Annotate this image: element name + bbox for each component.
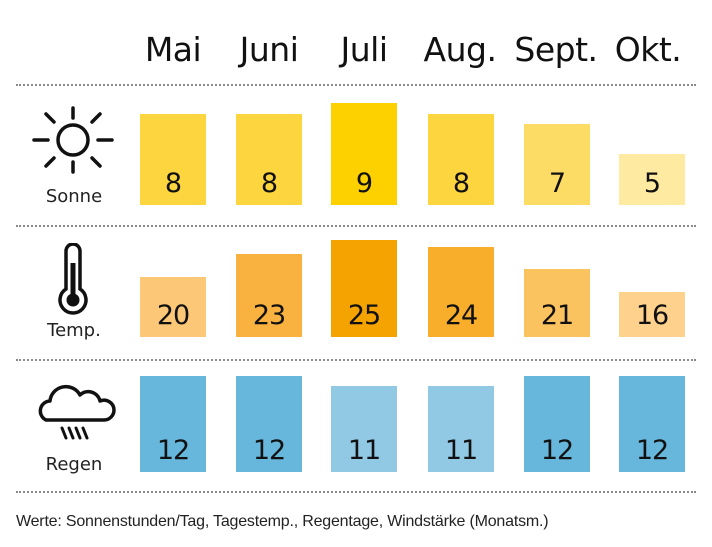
bar-value: 7	[548, 168, 566, 199]
bar-value: 20	[156, 300, 190, 331]
row-label-sonne: Sonne	[45, 186, 103, 207]
bar-value: 21	[540, 300, 574, 331]
bar-sonne-okt: 5	[619, 154, 685, 205]
bar-regen-mai: 12	[140, 376, 206, 472]
bar-regen-juli: 11	[331, 386, 397, 472]
bar-temp-juni: 23	[236, 254, 302, 337]
bar-value: 12	[540, 435, 574, 466]
bar-value: 8	[260, 168, 278, 199]
bar-value: 8	[164, 168, 182, 199]
bar-temp-mai: 20	[140, 277, 206, 337]
bar-value: 9	[355, 168, 373, 199]
bar-regen-sept: 12	[524, 376, 590, 472]
bar-sonne-sept: 7	[524, 124, 590, 205]
bar-value: 12	[635, 435, 669, 466]
row-label-regen: Regen	[45, 454, 103, 475]
bar-value: 11	[347, 435, 381, 466]
bar-value: 16	[635, 300, 669, 331]
bar-value: 25	[347, 300, 381, 331]
divider	[16, 84, 696, 86]
month-label-okt: Okt.	[614, 30, 682, 69]
bar-value: 12	[156, 435, 190, 466]
bar-value: 8	[452, 168, 470, 199]
divider	[16, 359, 696, 361]
bar-value: 24	[444, 300, 478, 331]
bar-sonne-juni: 8	[236, 114, 302, 205]
bar-regen-juni: 12	[236, 376, 302, 472]
divider	[16, 491, 696, 493]
bar-value: 12	[252, 435, 286, 466]
bar-temp-juli: 25	[331, 240, 397, 337]
month-label-juli: Juli	[340, 30, 388, 69]
bar-temp-sept: 21	[524, 269, 590, 337]
month-label-mai: Mai	[144, 30, 202, 69]
sun-icon	[32, 106, 114, 174]
month-label-aug: Aug.	[423, 30, 497, 69]
bar-temp-aug: 24	[428, 247, 494, 337]
bar-value: 11	[444, 435, 478, 466]
bar-value: 5	[643, 168, 661, 199]
bar-sonne-juli: 9	[331, 103, 397, 205]
month-label-juni: Juni	[239, 30, 299, 69]
rain-cloud-icon	[38, 384, 116, 440]
footnote: Werte: Sonnenstunden/Tag, Tagestemp., Re…	[16, 513, 549, 530]
bar-sonne-aug: 8	[428, 114, 494, 205]
bar-regen-aug: 11	[428, 386, 494, 472]
bar-regen-okt: 12	[619, 376, 685, 472]
bar-sonne-mai: 8	[140, 114, 206, 205]
bar-temp-okt: 16	[619, 292, 685, 337]
divider	[16, 225, 696, 227]
row-label-temp: Temp.	[47, 320, 101, 341]
bar-value: 23	[252, 300, 286, 331]
thermometer-icon	[58, 243, 88, 315]
month-label-sept: Sept.	[514, 30, 598, 69]
